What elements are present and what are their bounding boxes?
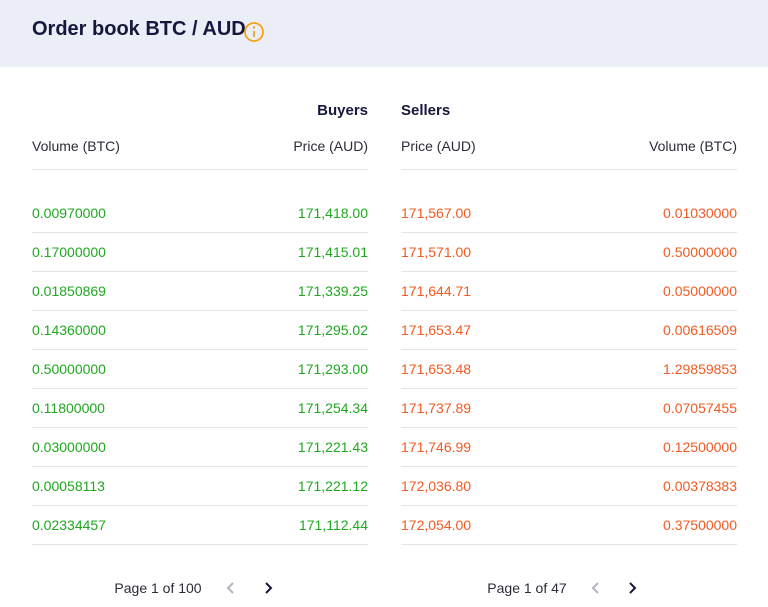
order-cell: 171,221.43 (297, 439, 368, 455)
order-cell: 0.00616509 (663, 322, 737, 338)
order-cell: 0.00378383 (663, 478, 737, 494)
order-cell: 0.01030000 (663, 205, 737, 221)
order-cell: 171,418.00 (297, 205, 368, 221)
order-cell: 171,737.89 (401, 400, 472, 416)
next-page-button[interactable] (622, 578, 642, 598)
order-cell: 0.11800000 (32, 400, 105, 416)
row-divider (401, 271, 737, 272)
row-divider (32, 544, 368, 545)
order-cell: 171,339.25 (297, 283, 368, 299)
row-divider (32, 388, 368, 389)
order-cell: 0.12500000 (663, 439, 737, 455)
order-cell: 172,036.80 (401, 478, 472, 494)
row-divider (32, 349, 368, 350)
row-divider (32, 505, 368, 506)
order-cell: 171,295.02 (297, 322, 368, 338)
order-cell: 171,293.00 (297, 361, 368, 377)
column-header: Price (AUD) (293, 138, 368, 154)
order-cell: 171,221.12 (297, 478, 368, 494)
row-divider (401, 349, 737, 350)
order-cell: 171,571.00 (401, 244, 472, 260)
order-cell: 172,054.00 (401, 517, 472, 533)
order-cell: 0.02334457 (32, 517, 106, 533)
row-divider (32, 310, 368, 311)
prev-page-button[interactable] (586, 578, 606, 598)
header: Order book BTC / AUD (0, 0, 768, 67)
order-cell: 1.29859853 (663, 361, 737, 377)
row-divider (401, 232, 737, 233)
order-cell: 0.50000000 (32, 361, 106, 377)
order-cell: 171,653.47 (401, 322, 472, 338)
page-title: Order book BTC / AUD (32, 18, 246, 40)
order-cell: 0.00058113 (32, 478, 105, 494)
row-divider (32, 271, 368, 272)
header-divider (32, 169, 368, 170)
side-heading: Buyers (317, 102, 368, 119)
row-divider (401, 544, 737, 545)
order-cell: 0.00970000 (32, 205, 106, 221)
row-divider (32, 466, 368, 467)
info-icon[interactable] (243, 21, 265, 43)
row-divider (401, 310, 737, 311)
order-cell: 0.50000000 (663, 244, 737, 260)
row-divider (401, 505, 737, 506)
order-cell: 171,653.48 (401, 361, 472, 377)
order-cell: 0.05000000 (663, 283, 737, 299)
order-cell: 0.01850869 (32, 283, 106, 299)
order-cell: 171,567.00 (401, 205, 472, 221)
order-cell: 171,644.71 (401, 283, 472, 299)
order-cell: 0.37500000 (663, 517, 737, 533)
header-divider (401, 169, 737, 170)
row-divider (32, 232, 368, 233)
row-divider (401, 427, 737, 428)
side-heading: Sellers (401, 102, 451, 119)
order-cell: 171,746.99 (401, 439, 472, 455)
order-cell: 171,254.34 (297, 400, 368, 416)
prev-page-button[interactable] (221, 578, 241, 598)
order-cell: 0.17000000 (32, 244, 106, 260)
order-cell: 171,112.44 (298, 517, 368, 533)
pagination-label: Page 1 of 100 (114, 580, 202, 596)
order-cell: 0.07057455 (663, 400, 737, 416)
row-divider (32, 427, 368, 428)
row-divider (401, 388, 737, 389)
column-header: Price (AUD) (401, 138, 476, 154)
order-cell: 171,415.01 (297, 244, 368, 260)
order-cell: 0.03000000 (32, 439, 106, 455)
order-cell: 0.14360000 (32, 322, 106, 338)
column-header: Volume (BTC) (32, 138, 120, 154)
row-divider (401, 466, 737, 467)
pagination-label: Page 1 of 47 (487, 580, 567, 596)
next-page-button[interactable] (258, 578, 278, 598)
column-header: Volume (BTC) (649, 138, 737, 154)
